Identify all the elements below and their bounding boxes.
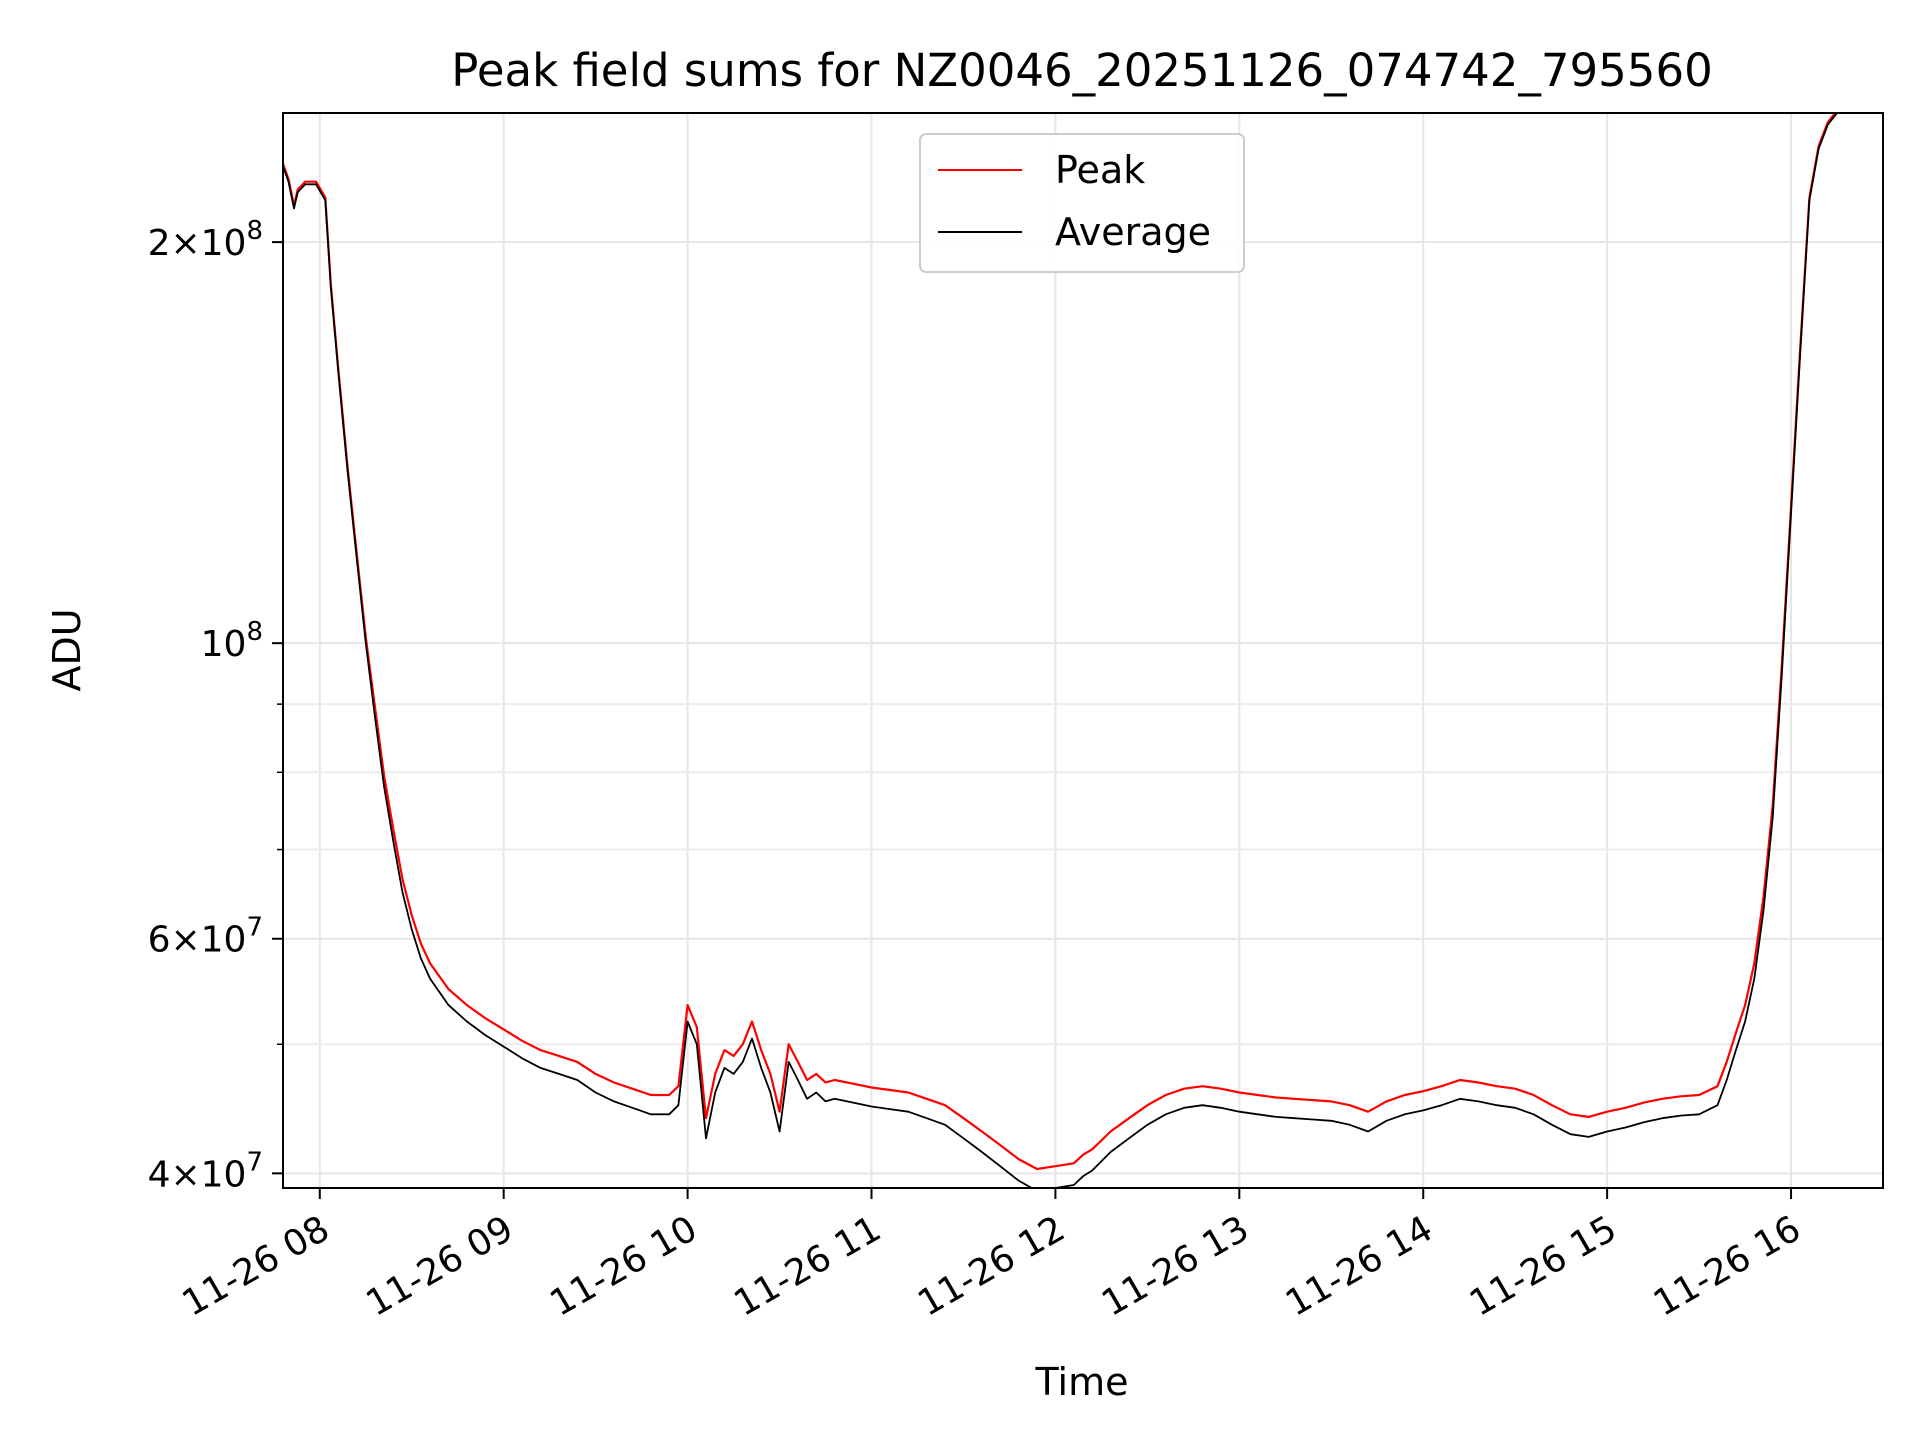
x-tick-label: 11-26 14 [1279,1208,1440,1324]
x-tick-label: 11-26 10 [543,1208,704,1324]
y-tick-label: 2×108 [148,216,263,264]
legend-label-peak: Peak [1055,148,1145,192]
x-axis-label: Time [1035,1360,1129,1404]
y-tick-label: 108 [201,617,263,665]
series-line-peak [283,113,1837,1171]
series-line-average [283,113,1840,1188]
series-layer [283,113,1840,1188]
x-tick-label: 11-26 15 [1463,1208,1624,1324]
legend-box [919,133,1245,273]
grid [283,113,1883,1188]
chart-title: Peak field sums for NZ0046_20251126_0747… [451,44,1712,97]
x-tick-label: 11-26 11 [727,1208,888,1324]
x-tick-label: 11-26 16 [1647,1208,1808,1324]
x-tick-label: 11-26 08 [176,1208,337,1324]
y-tick-label: 6×107 [148,913,263,961]
legend: Peak Average [919,133,1245,273]
x-tick-label: 11-26 12 [911,1208,1072,1324]
ticks: 11-26 08 11-26 09 11-26 10 11-26 11 11-26 12… [148,216,1808,1325]
x-tick-label: 11-26 13 [1095,1208,1256,1324]
plot-frame [282,112,1884,1189]
x-tick-label: 11-26 09 [360,1208,521,1324]
y-axis-label: ADU [45,608,89,691]
legend-label-average: Average [1055,210,1211,254]
y-tick-label: 4×107 [148,1147,263,1195]
